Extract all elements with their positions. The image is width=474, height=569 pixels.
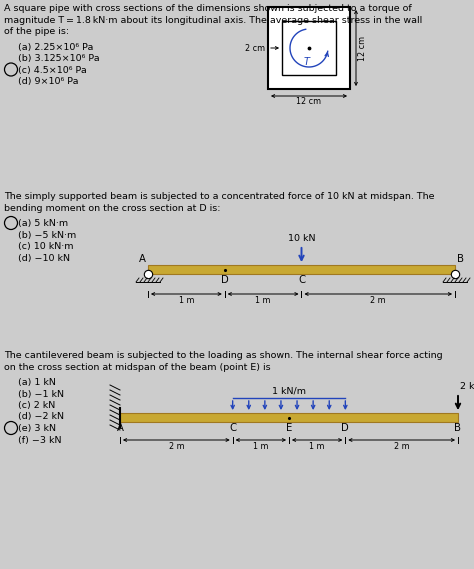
Text: on the cross section at midspan of the beam (point E) is: on the cross section at midspan of the b… bbox=[4, 362, 271, 372]
Text: T: T bbox=[304, 57, 310, 67]
Text: (f) −3 kN: (f) −3 kN bbox=[18, 435, 62, 444]
Bar bbox=[120, 413, 458, 422]
Text: 2 cm: 2 cm bbox=[245, 43, 265, 52]
Text: 2 m: 2 m bbox=[394, 442, 410, 451]
Bar bbox=[282, 21, 336, 75]
Text: (b) 3.125×10⁶ Pa: (b) 3.125×10⁶ Pa bbox=[18, 54, 100, 63]
Text: 1 m: 1 m bbox=[255, 296, 271, 305]
Text: 1 m: 1 m bbox=[179, 296, 194, 305]
Text: D: D bbox=[221, 275, 228, 285]
Text: 12 cm: 12 cm bbox=[358, 35, 367, 60]
Text: bending moment on the cross section at D is:: bending moment on the cross section at D… bbox=[4, 204, 220, 212]
Text: 1 m: 1 m bbox=[253, 442, 269, 451]
Text: The simply supported beam is subjected to a concentrated force of 10 kN at midsp: The simply supported beam is subjected t… bbox=[4, 192, 435, 201]
Text: of the pipe is:: of the pipe is: bbox=[4, 27, 69, 36]
Text: (e) 3 kN: (e) 3 kN bbox=[18, 424, 56, 433]
Text: (d) 9×10⁶ Pa: (d) 9×10⁶ Pa bbox=[18, 77, 79, 86]
Text: 10 kN: 10 kN bbox=[288, 234, 315, 243]
Text: (c) 4.5×10⁶ Pa: (c) 4.5×10⁶ Pa bbox=[18, 65, 87, 75]
Text: The cantilevered beam is subjected to the loading as shown. The internal shear f: The cantilevered beam is subjected to th… bbox=[4, 351, 443, 360]
Text: (d) −2 kN: (d) −2 kN bbox=[18, 413, 64, 422]
Text: (a) 5 kN·m: (a) 5 kN·m bbox=[18, 219, 68, 228]
Text: C: C bbox=[298, 275, 305, 285]
Text: (d) −10 kN: (d) −10 kN bbox=[18, 254, 70, 262]
Text: (b) −5 kN·m: (b) −5 kN·m bbox=[18, 230, 76, 240]
Text: magnitude T = 1.8 kN·m about its longitudinal axis. The average shear stress in : magnitude T = 1.8 kN·m about its longitu… bbox=[4, 15, 422, 24]
Bar bbox=[268, 7, 350, 89]
Text: (a) 2.25×10⁶ Pa: (a) 2.25×10⁶ Pa bbox=[18, 43, 93, 52]
Text: (c) 2 kN: (c) 2 kN bbox=[18, 401, 55, 410]
Text: A: A bbox=[117, 423, 123, 433]
Text: B: B bbox=[455, 423, 462, 433]
Text: (c) 10 kN·m: (c) 10 kN·m bbox=[18, 242, 73, 251]
Text: 2 m: 2 m bbox=[371, 296, 386, 305]
Bar bbox=[148, 265, 455, 274]
Text: A: A bbox=[139, 254, 146, 264]
Text: C: C bbox=[229, 423, 236, 433]
Text: 2 m: 2 m bbox=[169, 442, 184, 451]
Text: A square pipe with cross sections of the dimensions shown is subjected to a torq: A square pipe with cross sections of the… bbox=[4, 4, 412, 13]
Text: B: B bbox=[457, 254, 464, 264]
Text: D: D bbox=[341, 423, 349, 433]
Text: E: E bbox=[286, 423, 292, 433]
Text: 1 m: 1 m bbox=[310, 442, 325, 451]
Text: (a) 1 kN: (a) 1 kN bbox=[18, 378, 56, 387]
Text: (b) −1 kN: (b) −1 kN bbox=[18, 390, 64, 398]
Text: 1 kN/m: 1 kN/m bbox=[272, 387, 306, 396]
Text: 12 cm: 12 cm bbox=[296, 97, 321, 106]
Text: 2 kN: 2 kN bbox=[460, 382, 474, 391]
